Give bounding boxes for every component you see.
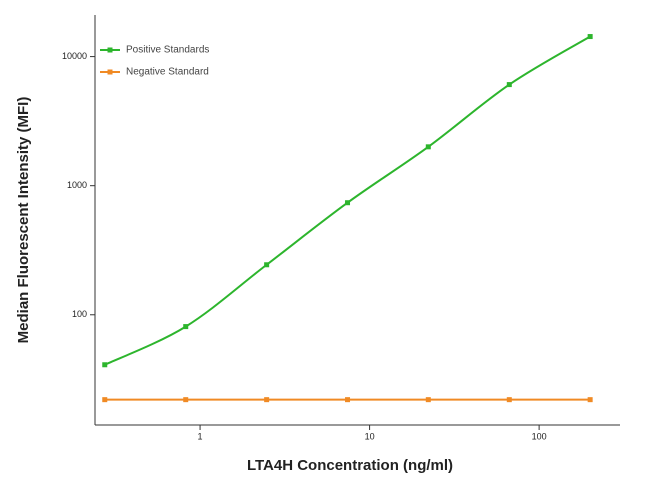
point (102, 397, 108, 403)
y-tick-label: 10000 (62, 51, 87, 61)
legend-label: Positive Standards (126, 45, 209, 56)
point (425, 144, 431, 150)
x-tick-label: 100 (532, 431, 547, 441)
point (102, 362, 108, 368)
y-tick-label: 100 (72, 309, 87, 319)
point (345, 397, 351, 403)
point (183, 397, 189, 403)
point (506, 397, 512, 403)
point (183, 324, 189, 330)
y-axis-title: Median Fluorescent Intensity (MFI) (15, 97, 32, 344)
legend-label: Negative Standard (126, 67, 209, 78)
point (587, 34, 593, 40)
point (345, 200, 351, 206)
point (264, 262, 270, 268)
legend-marker (107, 69, 113, 75)
point (264, 397, 270, 403)
point (587, 397, 593, 403)
x-tick-label: 10 (365, 431, 375, 441)
point (425, 397, 431, 403)
x-axis-title: LTA4H Concentration (ng/ml) (247, 457, 453, 474)
y-tick-label: 1000 (67, 180, 87, 190)
x-tick-label: 1 (198, 431, 203, 441)
legend-marker (107, 47, 113, 53)
point (506, 82, 512, 88)
